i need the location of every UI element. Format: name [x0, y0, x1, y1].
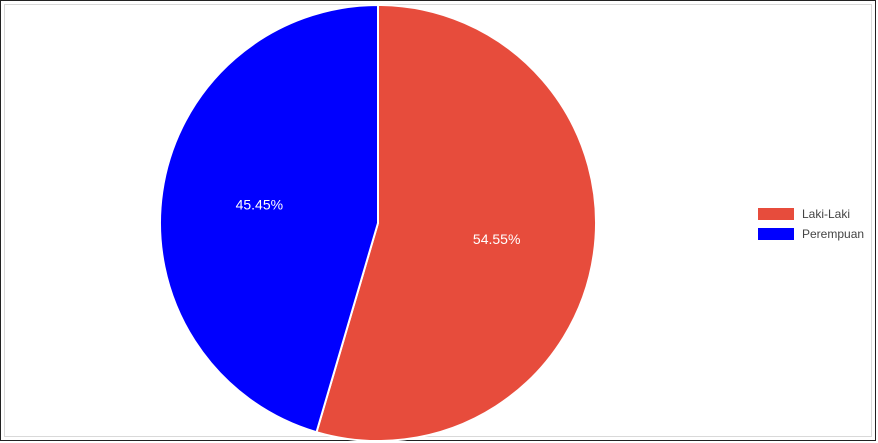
- pie-slice-perempuan: [159, 3, 379, 434]
- legend-label-laki-laki[interactable]: Laki-Laki: [802, 207, 850, 221]
- legend-swatch-perempuan: [758, 228, 794, 240]
- slice-label-laki-laki: 54.55%: [473, 231, 520, 247]
- chart-frame-inner: [4, 4, 872, 437]
- legend-swatch-laki-laki: [758, 208, 794, 220]
- slice-label-perempuan: 45.45%: [236, 197, 283, 213]
- legend-label-perempuan[interactable]: Perempuan: [802, 227, 864, 241]
- pie-slice-laki-laki: [315, 3, 597, 442]
